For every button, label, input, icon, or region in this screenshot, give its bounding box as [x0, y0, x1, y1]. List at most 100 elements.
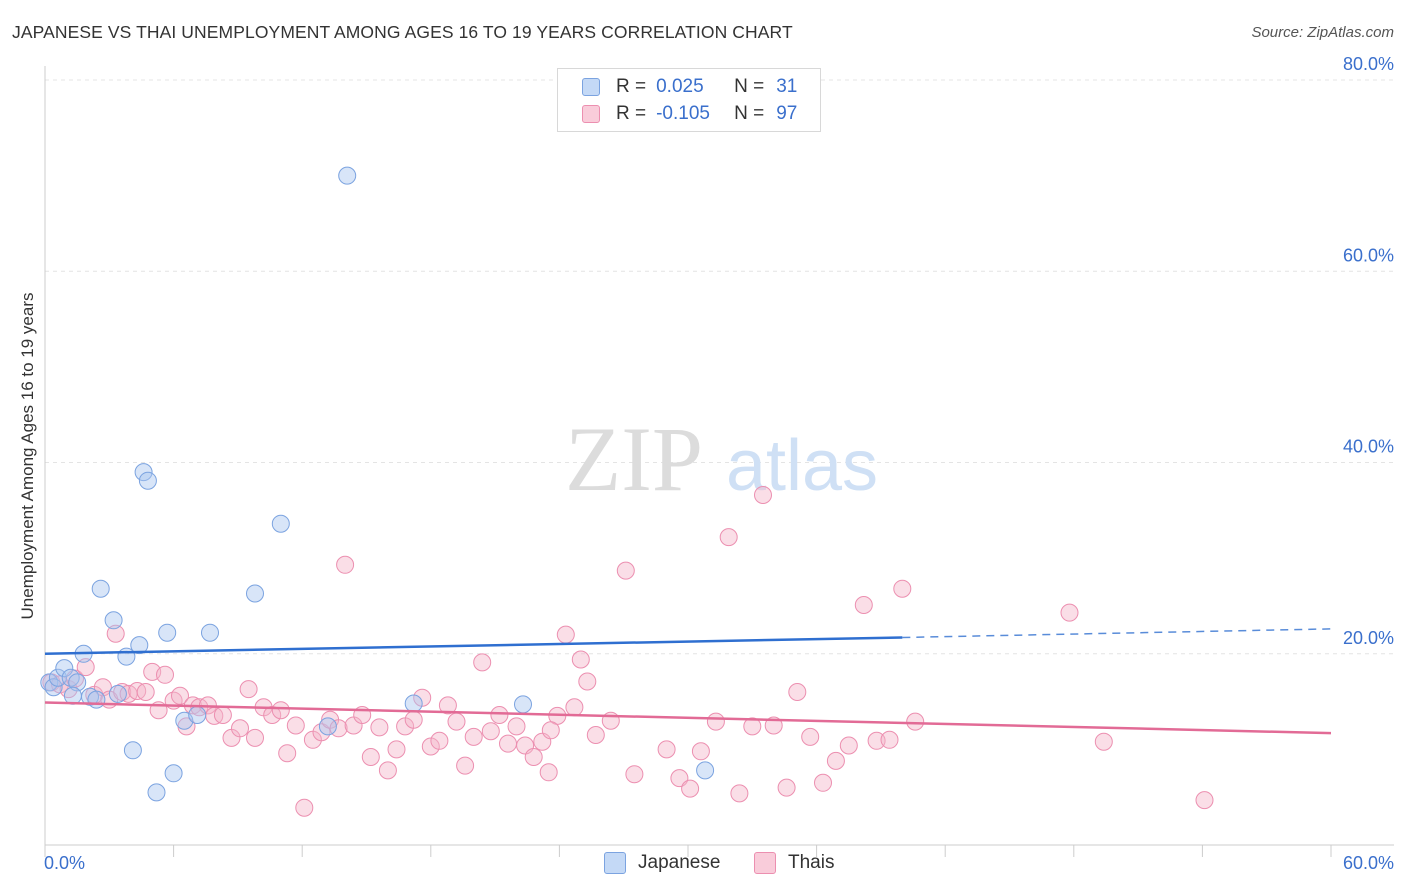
japanese-point — [188, 706, 207, 724]
thais-point — [625, 765, 644, 784]
japanese-point — [404, 694, 423, 713]
thais-point — [336, 555, 355, 574]
axes — [44, 66, 1394, 857]
series-legend: Japanese Thais — [0, 852, 1406, 876]
japanese-point — [201, 623, 219, 642]
thais-point — [295, 798, 314, 817]
thais-point — [1060, 603, 1079, 622]
watermark: ZIP atlas — [565, 408, 878, 510]
japanese-point — [44, 678, 63, 697]
thais-point — [571, 650, 590, 669]
japanese-point — [130, 636, 149, 655]
thais-point — [743, 717, 762, 736]
source-label: Source: ZipAtlas.com — [1251, 24, 1394, 41]
thais-point — [438, 696, 457, 715]
thais-point — [586, 726, 605, 744]
thais-point — [246, 728, 264, 747]
stats-legend: R = 0.025 N = 31 R = -0.105 N = 97 — [557, 68, 821, 132]
legend-item-japanese[interactable]: Japanese — [604, 852, 720, 874]
thais-point — [136, 683, 155, 701]
legend-swatch-japanese — [604, 852, 626, 874]
thais-point — [171, 686, 189, 705]
y-tick-label: 20.0% — [1343, 628, 1394, 648]
thais-point — [541, 721, 560, 740]
thais-point — [430, 731, 449, 750]
thais-point — [826, 751, 845, 770]
legend-r-value-thais: -0.105 — [656, 103, 710, 124]
thai-points — [42, 486, 1214, 817]
thais-point — [788, 683, 807, 701]
thais-point — [387, 740, 406, 759]
thais-point — [777, 778, 796, 797]
thais-point — [404, 710, 423, 729]
thais-point — [481, 722, 500, 741]
legend-swatch-thais — [582, 105, 600, 123]
thais-point — [490, 706, 509, 724]
japanese-point — [246, 584, 264, 603]
thais-point — [691, 742, 710, 761]
thais-point — [867, 731, 886, 750]
legend-r-label: R = — [616, 103, 647, 124]
thais-point — [730, 784, 749, 803]
thais-point — [880, 730, 899, 749]
thais-point — [893, 579, 912, 598]
japanese-trend-line — [44, 636, 903, 655]
legend-n-value-japanese: 31 — [776, 76, 798, 97]
thais-point — [76, 658, 95, 677]
japanese-point — [164, 764, 183, 783]
japanese-point — [696, 761, 715, 780]
x-tick-label-min: 0.0% — [44, 853, 85, 873]
thais-point — [263, 706, 282, 724]
japanese-point — [55, 659, 74, 678]
trend-lines — [44, 628, 1332, 735]
legend-n-label: N = — [734, 103, 765, 124]
legend-swatch-japanese — [582, 78, 600, 96]
japanese-trend-extension — [902, 628, 1332, 639]
japanese-point — [514, 695, 532, 714]
japanese-point — [68, 673, 87, 692]
thais-point — [499, 734, 517, 753]
thais-point — [556, 625, 575, 644]
thais-point — [239, 680, 258, 699]
thais-trend-line — [44, 701, 1332, 735]
legend-n-label: N = — [734, 76, 765, 97]
japanese-point — [123, 741, 142, 760]
legend-swatch-thais — [754, 852, 776, 874]
thais-point — [278, 744, 297, 763]
japanese-point — [158, 623, 177, 642]
thais-point — [473, 653, 492, 672]
thais-point — [854, 596, 873, 614]
japanese-point — [48, 668, 67, 687]
thais-point — [657, 740, 676, 759]
y-tick-label: 60.0% — [1343, 245, 1394, 265]
legend-label-thais: Thais — [788, 852, 835, 873]
legend-item-thais[interactable]: Thais — [754, 852, 834, 874]
thais-point — [378, 761, 397, 780]
legend-r-value-japanese: 0.025 — [656, 76, 704, 97]
thais-point — [754, 486, 772, 504]
legend-row-thais: R = -0.105 N = 97 — [582, 102, 797, 126]
legend-label-japanese: Japanese — [638, 852, 721, 873]
thais-point — [539, 763, 558, 782]
thais-point — [464, 727, 483, 746]
japanese-point — [318, 717, 337, 736]
thais-point — [213, 706, 232, 724]
japanese-points — [40, 166, 715, 802]
japanese-point — [147, 783, 166, 802]
japanese-point — [271, 514, 290, 533]
legend-n-value-thais: 97 — [776, 103, 798, 124]
thais-point — [719, 528, 738, 547]
thais-point — [447, 712, 466, 731]
thais-point — [1094, 732, 1113, 751]
thais-point — [578, 672, 597, 691]
x-tick-label-max: 60.0% — [1343, 853, 1394, 873]
thais-point — [839, 736, 858, 755]
thais-point — [764, 716, 783, 735]
thais-point — [681, 779, 700, 798]
japanese-point — [134, 463, 153, 482]
watermark-zip: ZIP — [565, 408, 703, 510]
thais-point — [1195, 791, 1214, 810]
japanese-point — [108, 684, 127, 703]
legend-r-label: R = — [616, 76, 647, 97]
thais-point — [507, 717, 526, 736]
